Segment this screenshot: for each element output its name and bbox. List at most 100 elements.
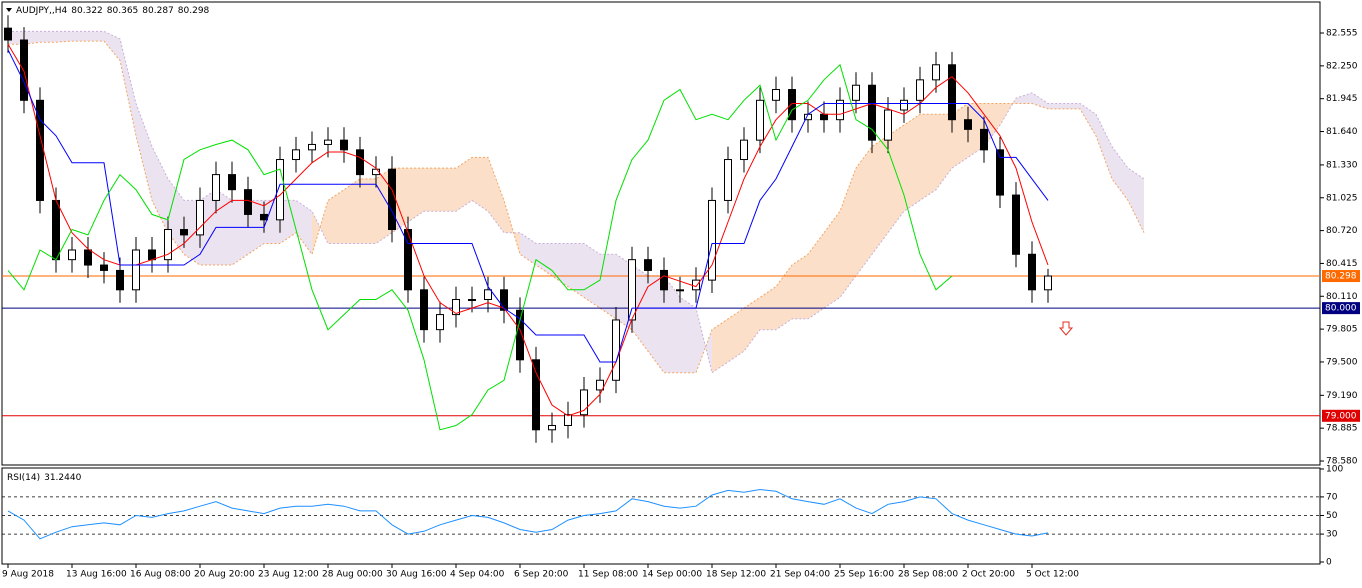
cloud-fill [792, 254, 808, 319]
down-arrow [1058, 321, 1074, 336]
main-panel [1, 1, 1321, 466]
candle-body [740, 139, 748, 161]
cloud-fill [824, 211, 840, 309]
cloud-fill [1128, 168, 1144, 233]
candle-body [772, 89, 780, 101]
level-label: 80.298 [1325, 272, 1357, 282]
y-tick-label: 79.190 [1326, 391, 1358, 401]
cloud-fill [120, 38, 136, 136]
candle-body [708, 199, 716, 281]
level-label: 79.000 [1325, 411, 1357, 421]
candle-body [692, 279, 700, 291]
x-tick-label: 28 Aug 00:00 [322, 570, 383, 580]
x-tick-label: 25 Sep 16:00 [834, 570, 894, 580]
cloud-fill [840, 168, 856, 298]
candle-body [964, 119, 972, 130]
indicator-line [7, 44, 1049, 417]
candle-body [884, 109, 892, 141]
candle-body [388, 168, 396, 231]
cloud-fill [1096, 114, 1112, 179]
candle-body [948, 64, 956, 121]
cloud-fill [296, 200, 312, 255]
cloud-fill [456, 157, 472, 212]
cloud-fill [664, 275, 680, 373]
candle-body [404, 229, 412, 291]
candle-body [564, 414, 572, 426]
candle-body [356, 149, 364, 176]
y-tick-label: 79.500 [1326, 357, 1358, 367]
cloud-fill [920, 114, 936, 201]
indicator-line [7, 63, 953, 431]
candle-body [724, 159, 732, 201]
x-tick-label: 20 Aug 20:00 [194, 570, 255, 580]
y-tick-label: 80.110 [1326, 292, 1358, 302]
candle-body [980, 128, 988, 151]
candle-body [900, 99, 908, 111]
candle-body [436, 314, 444, 331]
cloud-fill [856, 146, 872, 276]
header-close: 80.298 [178, 6, 210, 16]
candle-body [452, 299, 460, 316]
y-tick-label: 50 [1326, 511, 1338, 521]
symbol: AUDJPY,,H4 [16, 6, 68, 16]
y-tick-label: 81.025 [1326, 193, 1358, 203]
candle-body [484, 289, 492, 301]
candle-body [1044, 275, 1052, 291]
x-tick-label: 28 Sep 08:00 [898, 570, 958, 580]
cloud-fill [408, 168, 424, 222]
cloud-fill [744, 297, 760, 352]
candle-body [340, 139, 348, 151]
x-tick-label: 4 Sep 04:00 [450, 570, 505, 580]
candle-body [228, 174, 236, 191]
candle-body [468, 299, 476, 302]
x-tick-label: 6 Sep 20:00 [514, 570, 569, 580]
cloud-fill [328, 189, 344, 244]
header-high: 80.365 [107, 6, 139, 16]
plot [2, 15, 1320, 443]
y-tick-label: 81.330 [1326, 160, 1358, 170]
cloud-fill [568, 243, 584, 298]
candle-body [1028, 253, 1036, 291]
candle-body [244, 189, 252, 215]
cloud-fill [88, 31, 104, 42]
candle-body [916, 79, 924, 101]
cloud-fill [488, 157, 504, 233]
x-tick-label: 16 Aug 08:00 [130, 570, 191, 580]
cloud-fill [40, 31, 56, 43]
y-tick-label: 30 [1326, 530, 1338, 540]
cloud-fill [600, 254, 616, 319]
cloud-fill [1048, 103, 1064, 109]
x-tick-label: 21 Sep 04:00 [770, 570, 830, 580]
y-tick-label: 80.415 [1326, 259, 1358, 269]
y-tick-label: 78.885 [1326, 424, 1358, 434]
header-open: 80.322 [71, 6, 103, 16]
y-tick-label: 81.640 [1326, 127, 1358, 137]
cloud-fill [152, 146, 168, 233]
x-tick-label: 14 Sep 00:00 [642, 570, 702, 580]
candle-body [100, 264, 108, 271]
rsi-current: 31.2440 [44, 473, 81, 483]
candle-body [132, 249, 140, 291]
candle-body [660, 269, 668, 291]
menu-arrow [6, 8, 12, 12]
y-tick-label: 70 [1326, 492, 1338, 502]
x-tick-label: 11 Sep 08:00 [578, 570, 638, 580]
x-tick-label: 5 Oct 12:00 [1026, 570, 1079, 580]
level-tag [1322, 409, 1360, 422]
candle-body [308, 143, 316, 151]
candle-body [116, 269, 124, 291]
cloud-fill [440, 168, 456, 212]
cloud-fill [904, 114, 920, 212]
cloud-fill [136, 103, 152, 201]
cloud-fill [712, 318, 728, 373]
cloud-fill [648, 275, 664, 373]
level-tag [1322, 270, 1360, 283]
cloud-fill [72, 31, 88, 42]
candle-body [1012, 194, 1020, 255]
candle-body [756, 99, 764, 141]
rsi-header: RSI(14) 31.2440 [7, 473, 82, 483]
cloud-fill [56, 31, 72, 43]
y-tick-label: 79.805 [1326, 325, 1358, 335]
